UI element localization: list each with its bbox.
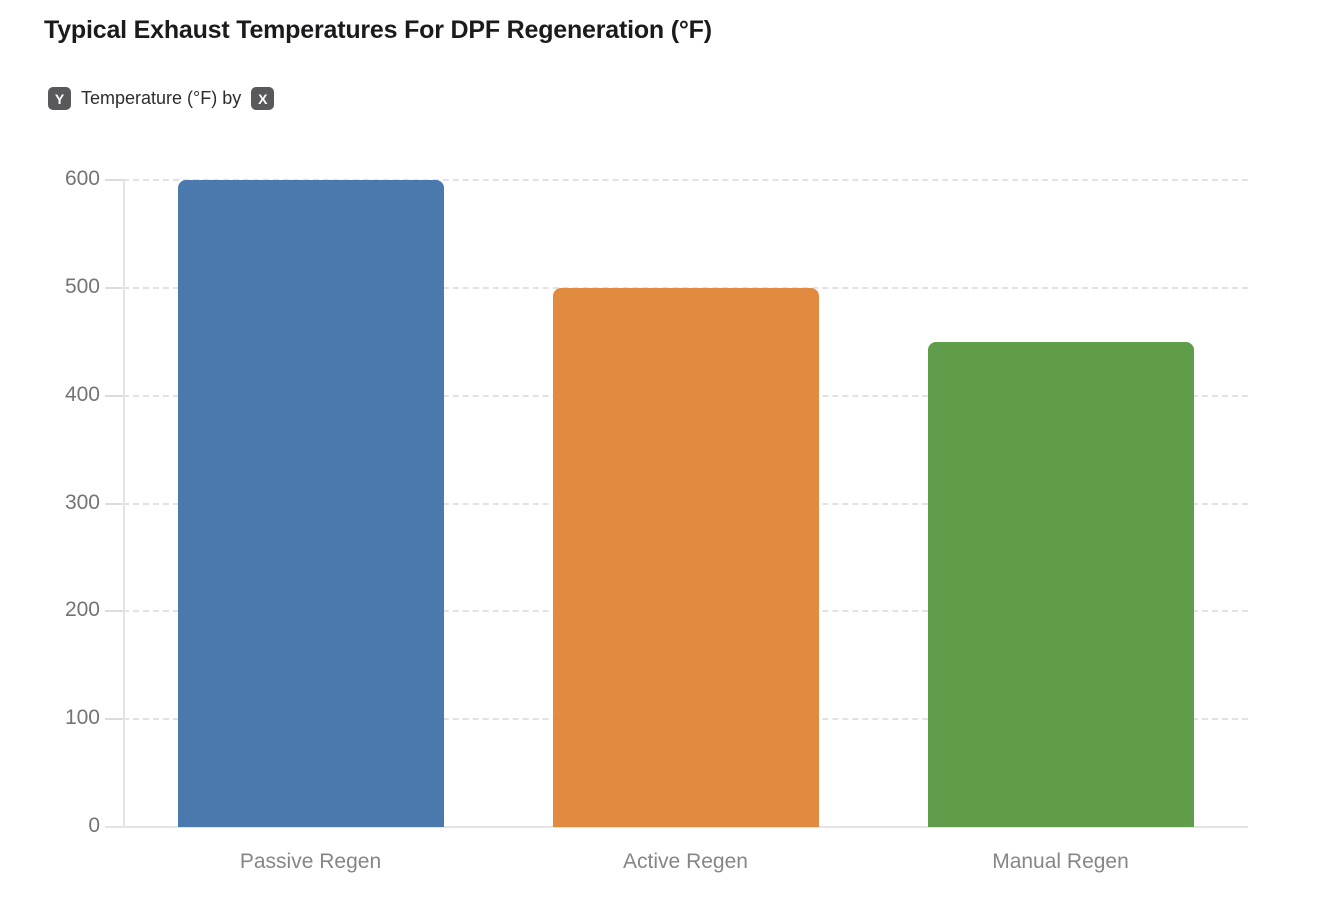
bar-active-regen — [552, 287, 819, 827]
chart-title: Typical Exhaust Temperatures For DPF Reg… — [44, 16, 712, 44]
y-axis-badge-icon: Y — [48, 87, 71, 110]
axis-legend-text: Temperature (°F) by — [81, 88, 242, 108]
bar-passive-regen — [177, 180, 444, 827]
y-axis-tick — [105, 502, 123, 505]
y-axis-tick — [105, 286, 123, 289]
y-tick-label: 600 — [64, 167, 100, 190]
x-category-label: Passive Regen — [239, 850, 382, 873]
y-axis-line — [123, 180, 125, 827]
bar-manual-regen — [927, 341, 1194, 827]
x-category-label: Active Regen — [623, 850, 748, 873]
gridline — [123, 179, 1248, 181]
x-category-label: Manual Regen — [992, 850, 1129, 873]
y-tick-label: 300 — [64, 490, 100, 514]
y-axis-tick — [105, 610, 123, 613]
x-axis-baseline — [105, 826, 1248, 828]
y-tick-label: 200 — [64, 598, 100, 622]
y-axis-tick — [105, 179, 123, 181]
y-tick-label: 100 — [64, 706, 100, 730]
y-tick-label: 0 — [88, 814, 100, 837]
y-axis-tick — [105, 394, 123, 397]
x-axis-badge-icon: X — [251, 87, 275, 110]
axis-legend: Y Temperature (°F) by X — [48, 87, 275, 110]
y-tick-label: 400 — [64, 382, 100, 406]
y-axis-tick — [105, 718, 123, 721]
y-tick-label: 500 — [64, 274, 100, 298]
